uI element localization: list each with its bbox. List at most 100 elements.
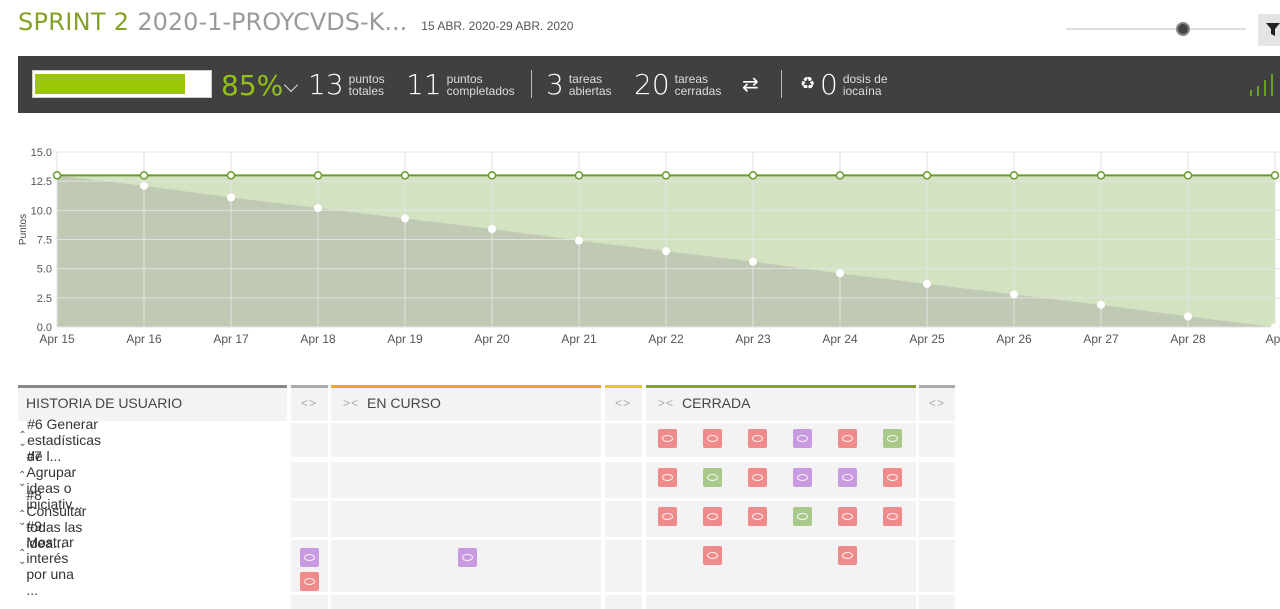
column-title: EN CURSO <box>367 395 441 411</box>
swap-icon[interactable]: ⇄ <box>742 74 759 96</box>
user-story-title[interactable]: #6 Generar estadísticas de l... <box>27 416 102 464</box>
collapse-column-icon[interactable]: >< <box>343 396 360 410</box>
task-avatar-icon <box>304 578 315 585</box>
column-color-bar <box>331 385 601 388</box>
x-tick-label: Apr 25 <box>909 332 945 346</box>
user-story-title[interactable]: #9 Mostrar interés por una ... <box>26 518 74 598</box>
expand-row-icon[interactable]: ⌃ ⌄ <box>18 430 27 449</box>
expand-row-icon[interactable]: ⌃ ⌄ <box>18 548 27 567</box>
y-tick-label: 12.5 <box>31 176 52 188</box>
ideal-point <box>1183 171 1193 180</box>
task-card[interactable] <box>748 507 767 526</box>
board-cell <box>646 462 916 498</box>
task-card[interactable] <box>793 429 812 448</box>
board-cell <box>646 501 916 537</box>
project-name[interactable]: 2020-1-PROYCVDS-K... <box>137 8 408 36</box>
column-header[interactable]: <> <box>605 385 642 421</box>
task-card[interactable] <box>703 468 722 487</box>
board-cell <box>291 423 328 457</box>
user-story-row[interactable]: ⌃ ⌄ #8 Consultar todas las idea... <box>18 487 98 551</box>
task-card[interactable] <box>883 429 902 448</box>
x-tick-label: Apr 21 <box>561 332 597 346</box>
task-avatar-icon <box>842 552 853 559</box>
expand-column-icon[interactable]: <> <box>929 396 946 410</box>
total-points-label-2: totales <box>348 83 384 98</box>
ideal-point <box>52 171 62 180</box>
task-card[interactable] <box>838 507 857 526</box>
board-cell <box>919 540 955 592</box>
mini-graph-icon[interactable] <box>1250 74 1273 96</box>
board-cell <box>291 462 328 498</box>
task-card[interactable] <box>658 468 677 487</box>
x-tick-label: Apr 27 <box>1083 332 1119 346</box>
task-avatar-icon <box>707 552 718 559</box>
task-card[interactable] <box>300 572 319 591</box>
board-cell <box>605 462 642 498</box>
y-axis-label: Puntos <box>18 214 29 245</box>
x-tick-label: Apr 20 <box>474 332 510 346</box>
progress-bar <box>32 70 212 98</box>
sprint-header: SPRINT 2 2020-1-PROYCVDS-K... 15 ABR. 20… <box>18 8 573 40</box>
ideal-point <box>835 171 845 180</box>
task-card[interactable] <box>793 468 812 487</box>
expand-column-icon[interactable]: <> <box>615 396 632 410</box>
task-card[interactable] <box>793 507 812 526</box>
sprint-name[interactable]: SPRINT 2 <box>18 8 130 36</box>
task-card[interactable] <box>658 507 677 526</box>
column-header[interactable]: >< CERRADA <box>646 385 916 421</box>
user-story-title[interactable]: #8 Consultar todas las idea... <box>26 487 87 551</box>
task-card[interactable] <box>658 429 677 448</box>
task-card[interactable] <box>703 507 722 526</box>
task-card[interactable] <box>748 429 767 448</box>
board-cell <box>919 595 955 609</box>
filter-button[interactable] <box>1258 14 1280 46</box>
real-point <box>575 236 583 245</box>
column-header[interactable]: >< EN CURSO <box>331 385 601 421</box>
board-cell <box>331 462 601 498</box>
real-point <box>314 204 322 212</box>
y-tick-label: 7.5 <box>37 235 52 247</box>
task-card[interactable] <box>838 468 857 487</box>
task-card[interactable] <box>458 548 477 567</box>
task-card[interactable] <box>883 507 902 526</box>
chevron-down-icon[interactable] <box>283 77 299 93</box>
task-avatar-icon <box>662 435 673 442</box>
closed-tasks-value: 20 <box>634 68 670 101</box>
board-cell <box>331 423 601 457</box>
column-title: CERRADA <box>682 395 751 411</box>
board-cell <box>646 423 916 457</box>
task-card[interactable] <box>838 429 857 448</box>
column-header[interactable]: <> <box>919 385 955 421</box>
task-card[interactable] <box>703 429 722 448</box>
column-header[interactable]: <> <box>291 385 328 421</box>
user-story-row[interactable]: ⌃ ⌄ #9 Mostrar interés por una ... <box>18 518 85 598</box>
user-story-row[interactable]: ⌃ ⌄ #7 Agrupar ideas o iniciativ... <box>18 448 95 512</box>
user-story-title[interactable]: #7 Agrupar ideas o iniciativ... <box>26 448 83 512</box>
user-story-row[interactable]: ⌃ ⌄ #6 Generar estadísticas de l... <box>18 416 112 464</box>
task-avatar-icon <box>662 474 673 481</box>
task-card[interactable] <box>748 468 767 487</box>
ideal-point <box>922 171 932 180</box>
zoom-slider-track[interactable] <box>1066 28 1246 30</box>
task-card[interactable] <box>883 468 902 487</box>
ideal-point <box>748 171 758 180</box>
task-card[interactable] <box>300 548 319 567</box>
task-card[interactable] <box>838 546 857 565</box>
zoom-slider-handle[interactable] <box>1176 22 1190 36</box>
task-avatar-icon <box>707 474 718 481</box>
collapse-column-icon[interactable]: >< <box>658 396 675 410</box>
completed-points-label-2: completados <box>446 83 515 98</box>
board-cell <box>919 423 955 457</box>
board-cell <box>605 540 642 592</box>
column-title: HISTORIA DE USUARIO <box>26 395 183 411</box>
real-point <box>662 247 670 256</box>
iocaine-label-2: iocaína <box>842 83 882 98</box>
closed-tasks-stat: 20 tareas cerradas <box>634 68 721 101</box>
expand-row-icon[interactable]: ⌃ ⌄ <box>18 470 27 489</box>
ideal-point <box>226 171 236 180</box>
task-card[interactable] <box>703 546 722 565</box>
expand-column-icon[interactable]: <> <box>301 396 318 410</box>
ideal-point <box>400 171 410 180</box>
expand-row-icon[interactable]: ⌃ ⌄ <box>18 509 27 528</box>
board-cell <box>291 595 328 609</box>
